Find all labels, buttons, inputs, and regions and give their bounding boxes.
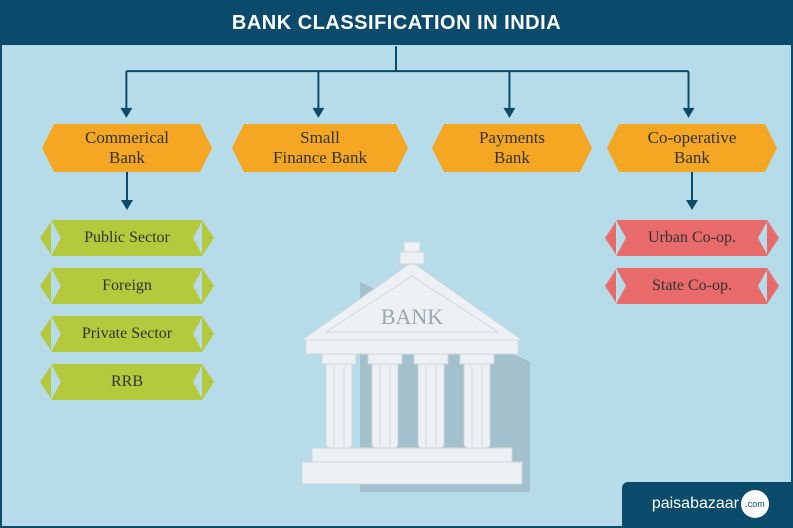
branch-label: Small Finance Bank xyxy=(273,128,367,167)
page-title: BANK CLASSIFICATION IN INDIA xyxy=(2,2,791,45)
leaf-label: State Co-op. xyxy=(652,277,732,295)
branch-label: Commerical Bank xyxy=(85,128,169,167)
tree-connectors xyxy=(2,46,791,136)
bank-label-text: BANK xyxy=(381,304,443,329)
branch-small-finance-bank: Small Finance Bank xyxy=(244,124,396,172)
brand-name: paisabazaar xyxy=(652,495,739,512)
leaf-foreign: Foreign xyxy=(52,268,202,304)
arrow-down-icon xyxy=(121,200,133,210)
leaf-private-sector: Private Sector xyxy=(52,316,202,352)
connector-line xyxy=(691,172,693,200)
arrow-down-icon xyxy=(686,200,698,210)
branch-commercial-bank: Commerical Bank xyxy=(54,124,200,172)
leaf-urban-coop: Urban Co-op. xyxy=(617,220,767,256)
branch-label: Payments Bank xyxy=(479,128,545,167)
branch-label: Co-operative Bank xyxy=(648,128,737,167)
leaf-label: RRB xyxy=(111,373,143,391)
connector-line xyxy=(126,172,128,200)
leaf-rrb: RRB xyxy=(52,364,202,400)
branch-cooperative-bank: Co-operative Bank xyxy=(619,124,765,172)
leaf-state-coop: State Co-op. xyxy=(617,268,767,304)
leaf-label: Urban Co-op. xyxy=(648,229,736,247)
leaf-label: Private Sector xyxy=(82,325,172,343)
brand-suffix: .com xyxy=(741,490,769,518)
footer-brand: paisabazaar.com xyxy=(622,482,791,526)
leaf-label: Foreign xyxy=(102,277,152,295)
leaf-public-sector: Public Sector xyxy=(52,220,202,256)
leaf-label: Public Sector xyxy=(84,229,170,247)
bank-building-icon: BANK xyxy=(282,232,542,492)
branch-payments-bank: Payments Bank xyxy=(444,124,580,172)
